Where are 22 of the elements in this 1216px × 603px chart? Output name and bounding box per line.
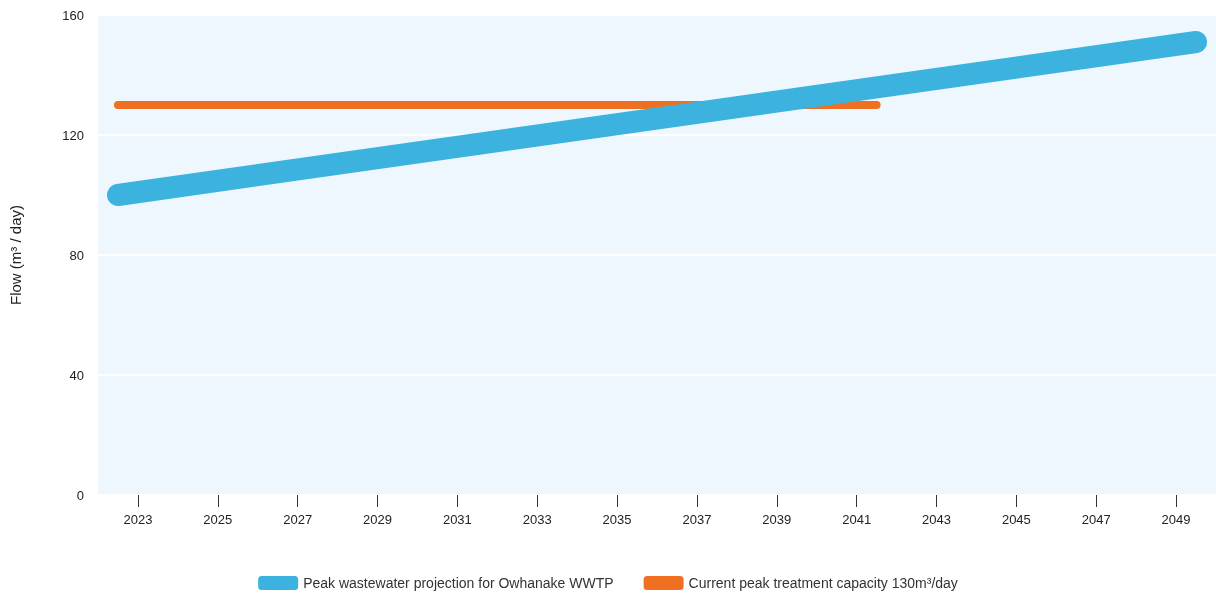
x-tick-label: 2029	[363, 512, 392, 527]
y-tick-label: 0	[76, 487, 84, 503]
y-axis-title: Flow (m³ / day)	[7, 204, 24, 306]
x-tick-label: 2037	[682, 512, 712, 527]
legend-label: Current peak treatment capacity 130m³/day	[688, 575, 958, 591]
x-tick-label: 2039	[762, 512, 792, 527]
x-tick-label: 2045	[1001, 512, 1031, 527]
y-tick-label: 120	[62, 127, 84, 143]
x-tick-label: 2033	[522, 512, 552, 527]
x-tick-label: 2025	[203, 512, 233, 527]
x-tick-label: 2031	[442, 512, 472, 527]
x-tick-label: 2027	[283, 512, 313, 527]
x-tick-label: 2047	[1081, 512, 1111, 527]
x-tick-label: 2023	[123, 512, 153, 527]
x-tick-label: 2041	[842, 512, 872, 527]
y-tick-label: 80	[69, 247, 84, 263]
legend-label: Peak wastewater projection for Owhanake WWTP	[303, 575, 614, 591]
x-tick-label: 2035	[602, 512, 632, 527]
x-tick-label: 2043	[922, 512, 951, 527]
x-tick-label: 2049	[1161, 512, 1191, 527]
y-tick-label: 160	[62, 7, 84, 23]
y-tick-label: 40	[69, 367, 84, 383]
